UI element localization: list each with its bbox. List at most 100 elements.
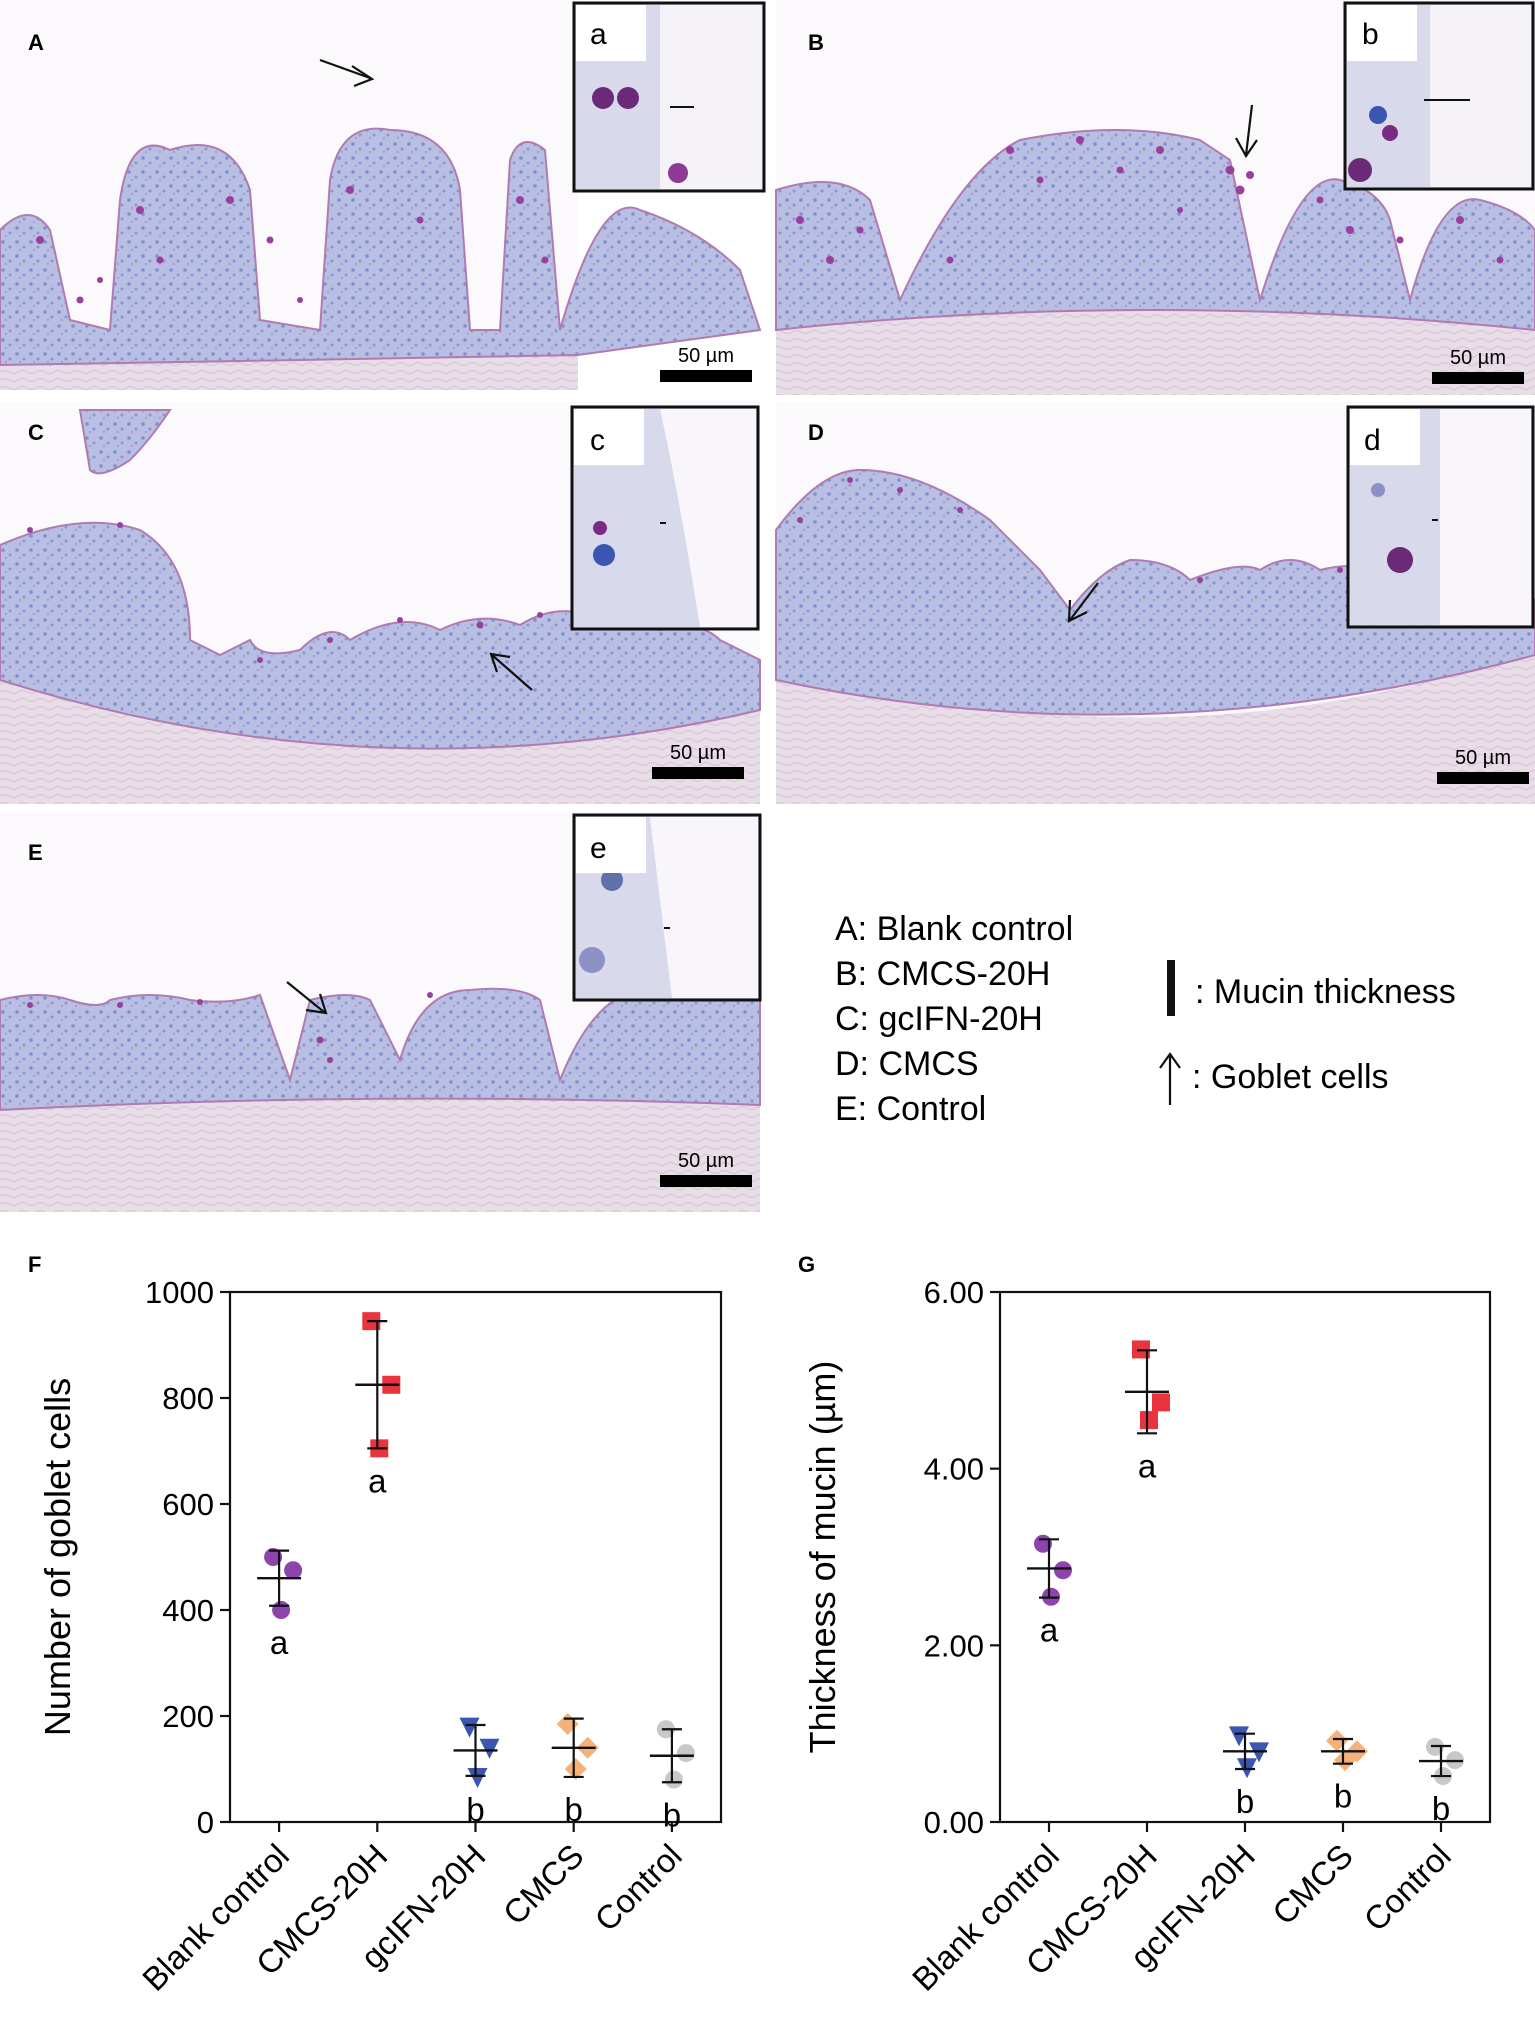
data-point (676, 1744, 695, 1763)
legend-group-a: A: Blank control (835, 910, 1073, 948)
legend-group-c: C: gcIFN-20H (835, 1000, 1043, 1038)
scale-bar-label: 50 µm (678, 345, 734, 367)
significance-letter: a (1138, 1447, 1157, 1484)
scale-bar (652, 767, 744, 779)
panel-d-submucosa (776, 650, 1535, 804)
inset-d-label: d (1364, 424, 1381, 457)
significance-letter: b (1432, 1790, 1450, 1827)
group-legend: A: Blank control B: CMCS-20H C: gcIFN-20… (835, 910, 1073, 1128)
panel-b-goblet-cells (796, 136, 1504, 264)
x-tick-label: Control (1357, 1837, 1458, 1938)
goblet-arrow-icon (1067, 582, 1099, 623)
panel-b: B b 50 µm (775, 0, 1535, 395)
data-point (556, 1712, 579, 1735)
arrow-up-icon (1159, 1052, 1181, 1105)
scale-bar-label: 50 µm (1450, 347, 1506, 369)
legend-group-d: D: CMCS (835, 1045, 979, 1083)
scale-bar-label: 50 µm (678, 1150, 734, 1172)
panel-d-label: D (808, 420, 824, 445)
significance-letter: a (270, 1624, 289, 1661)
scale-bar-label: 50 µm (1455, 747, 1511, 769)
series-cmcs-20h: a (1125, 1340, 1170, 1484)
panel-e-label: E (28, 840, 43, 865)
series-cmcs-20h: a (355, 1312, 401, 1499)
y-tick-label: 200 (162, 1699, 214, 1734)
data-point (664, 1770, 683, 1789)
goblet-arrow-icon (489, 652, 533, 691)
legend-group-e: E: Control (835, 1090, 986, 1128)
panel-a: A a 50 µm (0, 0, 766, 390)
scale-bar (660, 370, 752, 382)
panel-a-goblet-cells (36, 186, 549, 304)
series-blank-control: a (1027, 1534, 1072, 1649)
data-point (459, 1717, 480, 1738)
scale-bar (660, 1175, 752, 1187)
legend-mucin-thickness: : Mucin thickness (1195, 973, 1456, 1011)
panel-c: C c 50 µm (0, 402, 761, 804)
y-axis-label: Number of goblet cells (37, 1378, 78, 1736)
panel-d-inset: d (1346, 405, 1535, 629)
panel-d-mucosa (775, 468, 1535, 716)
data-point (1054, 1561, 1072, 1580)
significance-letter: a (368, 1462, 387, 1499)
y-axis-label: Thickness of mucin (µm) (802, 1361, 843, 1754)
y-tick-label: 2.00 (924, 1628, 984, 1663)
significance-letter: b (466, 1791, 484, 1828)
significance-letter: a (1040, 1612, 1059, 1649)
inset-b-label: b (1362, 18, 1379, 51)
symbol-legend: : Mucin thickness : Goblet cells (1159, 960, 1456, 1105)
data-point (1140, 1411, 1158, 1430)
data-point (1229, 1726, 1249, 1747)
panel-b-label: B (808, 30, 824, 55)
series-control: b (1419, 1737, 1464, 1827)
data-point (564, 1758, 587, 1780)
series-gcifn-20h: b (453, 1717, 500, 1828)
panel-c-mucosa (0, 521, 761, 750)
scale-bar (1437, 772, 1529, 784)
data-point (467, 1767, 488, 1788)
data-point (479, 1738, 500, 1759)
y-tick-label: 0 (197, 1805, 214, 1840)
y-tick-label: 400 (162, 1593, 214, 1628)
panel-a-inset: a (572, 1, 766, 193)
data-point (1152, 1393, 1170, 1412)
y-tick-label: 800 (162, 1381, 214, 1416)
y-tick-label: 6.00 (924, 1275, 984, 1310)
panel-a-label: A (28, 30, 44, 55)
goblet-arrow-icon (286, 981, 328, 1015)
data-point (264, 1548, 283, 1566)
y-tick-label: 600 (162, 1487, 214, 1522)
panel-e-mucosa (0, 987, 761, 1112)
x-tick-label: Control (587, 1837, 688, 1938)
data-point (272, 1601, 291, 1619)
series-control: b (649, 1720, 695, 1833)
panel-f-label: F (28, 1252, 41, 1277)
panel-c-inset: c (570, 405, 760, 631)
x-tick-label: CMCS (496, 1837, 591, 1932)
panel-c-villus (78, 409, 172, 475)
data-point (1326, 1729, 1348, 1752)
series-cmcs: b (551, 1712, 599, 1828)
legend-group-b: B: CMCS-20H (835, 955, 1050, 993)
panel-b-inset: b (1343, 1, 1535, 191)
panel-e-inset: e (572, 813, 762, 1002)
mucin-bar-icon (1167, 960, 1175, 1016)
panel-d: D d 50 µm (775, 402, 1535, 804)
panel-c-label: C (28, 420, 44, 445)
panel-c-submucosa (0, 660, 760, 804)
significance-letter: b (1236, 1783, 1254, 1820)
y-tick-label: 0.00 (924, 1805, 984, 1840)
series-blank-control: a (257, 1548, 303, 1661)
panel-b-submucosa (776, 305, 1535, 395)
legend-goblet-cells: : Goblet cells (1192, 1058, 1389, 1096)
data-point (284, 1561, 303, 1580)
y-tick-label: 1000 (145, 1275, 214, 1310)
goblet-arrow-icon (1235, 104, 1258, 159)
scale-bar (1432, 372, 1524, 384)
significance-letter: b (663, 1796, 681, 1833)
inset-e-label: e (590, 832, 607, 865)
panel-e: E e 50 µm (0, 812, 762, 1212)
